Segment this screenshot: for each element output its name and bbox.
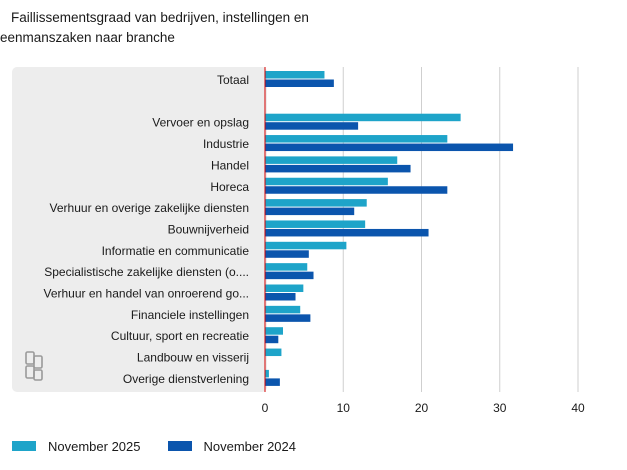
bar-nov-2024 — [265, 186, 448, 194]
bar-nov-2024 — [265, 378, 280, 386]
category-label: Totaal — [217, 73, 249, 87]
label-band — [12, 67, 267, 392]
category-label: Verhuur en handel van onroerend go... — [44, 287, 250, 301]
category-label: Specialistische zakelijke diensten (o...… — [44, 265, 249, 279]
category-label: Bouwnijverheid — [168, 222, 249, 236]
category-label: Overige dienstverlening — [123, 372, 249, 386]
category-label: Horeca — [210, 180, 249, 194]
cbs-logo-part — [33, 369, 43, 381]
legend-label-nov-2024: November 2024 — [203, 438, 297, 454]
category-label: Handel — [211, 158, 249, 172]
x-tick-label: 30 — [493, 401, 507, 415]
bar-nov-2025 — [265, 113, 461, 122]
bar-nov-2024 — [265, 250, 309, 258]
bar-nov-2024 — [265, 143, 514, 152]
category-label: Vervoer en opslag — [152, 116, 249, 130]
bar-nov-2025 — [265, 263, 308, 271]
bar-nov-2025 — [265, 241, 347, 250]
bar-nov-2025 — [265, 135, 448, 143]
bar-nov-2025 — [265, 199, 367, 207]
chart-title-line-2: eenmanszaken naar branche — [0, 30, 175, 45]
bar-nov-2024 — [265, 293, 296, 301]
legend: November 2025 November 2024 — [12, 437, 323, 455]
chart-title-line-1: Faillissementsgraad van bedrijven, inste… — [11, 10, 309, 25]
bar-nov-2024 — [265, 335, 279, 344]
bar-nov-2025 — [265, 220, 366, 228]
bar-nov-2025 — [265, 348, 282, 357]
x-tick-label: 10 — [337, 401, 351, 415]
legend-swatch-nov-2024 — [167, 441, 192, 451]
bar-nov-2024 — [265, 122, 359, 130]
x-tick-label: 20 — [415, 401, 429, 415]
legend-label-nov-2025: November 2025 — [48, 438, 141, 454]
category-label: Verhuur en overige zakelijke diensten — [50, 201, 249, 215]
bar-nov-2024 — [265, 164, 411, 173]
x-tick-label: 0 — [262, 401, 269, 415]
legend-item-nov-2025[interactable]: November 2025 — [12, 439, 141, 454]
bar-nov-2024 — [265, 228, 429, 237]
bar-nov-2025 — [265, 284, 304, 292]
cbs-logo-part — [33, 355, 43, 369]
category-label: Industrie — [203, 137, 249, 151]
cbs-logo — [25, 351, 43, 381]
bar-nov-2025 — [265, 71, 325, 79]
bar-nov-2024 — [265, 271, 314, 280]
bar-nov-2025 — [265, 177, 388, 186]
x-tick-label: 40 — [571, 401, 585, 415]
category-label: Informatie en communicatie — [102, 244, 250, 258]
bar-nov-2024 — [265, 79, 334, 87]
bar-nov-2024 — [265, 207, 355, 216]
chart-title: Faillissementsgraad van bedrijven, inste… — [0, 8, 420, 48]
bar-nov-2025 — [265, 369, 269, 378]
bar-nov-2024 — [265, 314, 311, 322]
legend-swatch-nov-2025 — [12, 441, 36, 451]
category-label: Landbouw en visserij — [137, 351, 249, 365]
bar-nov-2025 — [265, 156, 398, 164]
legend-item-nov-2024[interactable]: November 2024 — [167, 438, 297, 454]
bar-nov-2025 — [265, 305, 301, 314]
bar-nov-2025 — [265, 327, 283, 335]
category-label: Financiele instellingen — [131, 308, 249, 322]
category-label: Cultuur, sport en recreatie — [111, 329, 249, 343]
